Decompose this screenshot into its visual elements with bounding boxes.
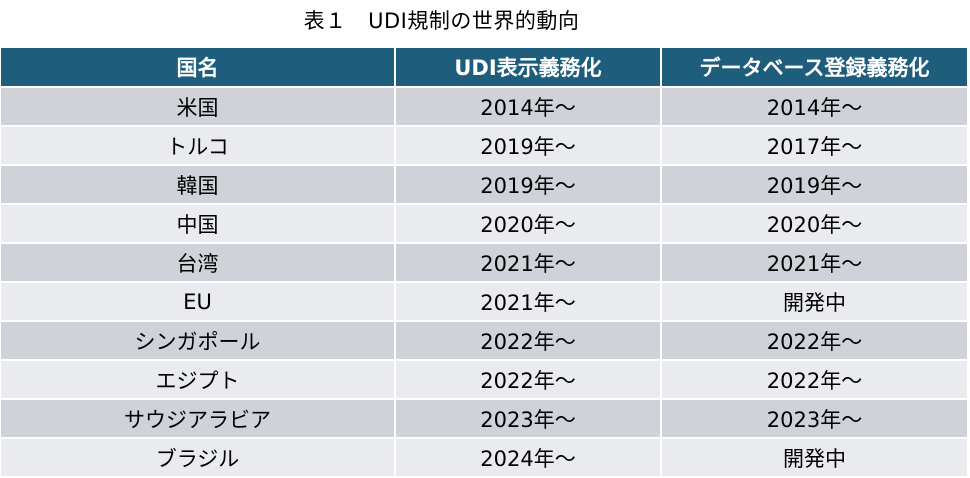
cell-database-registration: 開発中 <box>661 438 967 478</box>
cell-country: エジプト <box>1 360 396 400</box>
header-database-registration: データベース登録義務化 <box>661 48 967 88</box>
table-row: エジプト 2022年～ 2022年～ <box>1 360 967 400</box>
cell-udi-labeling: 2019年～ <box>395 165 662 205</box>
udi-regulation-table: 国名 UDI表示義務化 データベース登録義務化 米国 2014年～ 2014年～… <box>1 48 967 478</box>
cell-udi-labeling: 2021年～ <box>395 282 662 322</box>
cell-database-registration: 2022年～ <box>661 321 967 361</box>
cell-udi-labeling: 2022年～ <box>395 360 662 400</box>
cell-udi-labeling: 2022年～ <box>395 321 662 361</box>
cell-country: 韓国 <box>1 165 396 205</box>
table-row: トルコ 2019年～ 2017年～ <box>1 126 967 166</box>
table-row: 台湾 2021年～ 2021年～ <box>1 243 967 283</box>
cell-udi-labeling: 2023年～ <box>395 399 662 439</box>
cell-country: シンガポール <box>1 321 396 361</box>
table-row: シンガポール 2022年～ 2022年～ <box>1 321 967 361</box>
cell-database-registration: 2019年～ <box>661 165 967 205</box>
cell-country: トルコ <box>1 126 396 166</box>
cell-udi-labeling: 2020年～ <box>395 204 662 244</box>
header-country: 国名 <box>1 48 396 88</box>
cell-country: 中国 <box>1 204 396 244</box>
cell-udi-labeling: 2019年～ <box>395 126 662 166</box>
cell-database-registration: 2022年～ <box>661 360 967 400</box>
cell-country: ブラジル <box>1 438 396 478</box>
cell-database-registration: 2014年～ <box>661 87 967 127</box>
cell-database-registration: 2023年～ <box>661 399 967 439</box>
cell-database-registration: 2017年～ <box>661 126 967 166</box>
table-header-row: 国名 UDI表示義務化 データベース登録義務化 <box>1 48 967 88</box>
table-row: EU 2021年～ 開発中 <box>1 282 967 322</box>
cell-udi-labeling: 2024年～ <box>395 438 662 478</box>
table-caption: 表１ UDI規制の世界的動向 <box>303 9 580 33</box>
table-row: ブラジル 2024年～ 開発中 <box>1 438 967 478</box>
table-row: 韓国 2019年～ 2019年～ <box>1 165 967 205</box>
table-row: 中国 2020年～ 2020年～ <box>1 204 967 244</box>
cell-udi-labeling: 2014年～ <box>395 87 662 127</box>
header-udi-labeling: UDI表示義務化 <box>395 48 662 88</box>
cell-database-registration: 開発中 <box>661 282 967 322</box>
cell-country: 米国 <box>1 87 396 127</box>
cell-country: 台湾 <box>1 243 396 283</box>
cell-database-registration: 2021年～ <box>661 243 967 283</box>
cell-udi-labeling: 2021年～ <box>395 243 662 283</box>
cell-country: サウジアラビア <box>1 399 396 439</box>
cell-country: EU <box>1 282 396 322</box>
table-row: サウジアラビア 2023年～ 2023年～ <box>1 399 967 439</box>
cell-database-registration: 2020年～ <box>661 204 967 244</box>
table-row: 米国 2014年～ 2014年～ <box>1 87 967 127</box>
